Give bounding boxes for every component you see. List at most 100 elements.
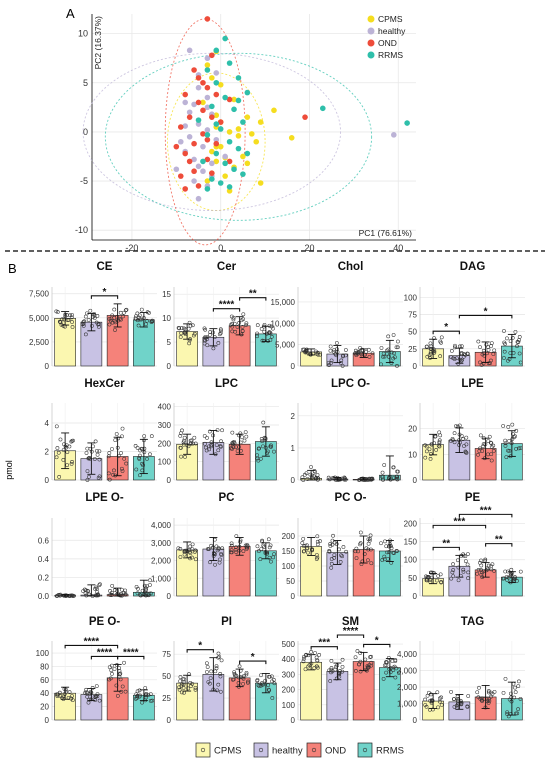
data-point	[487, 434, 492, 439]
data-point	[332, 553, 337, 557]
data-point	[424, 444, 429, 449]
data-point	[122, 660, 126, 665]
y-tick-label: 50	[408, 574, 417, 583]
data-point	[271, 326, 275, 331]
data-point	[303, 543, 308, 548]
data-point	[437, 430, 442, 435]
data-point	[270, 696, 275, 700]
pca-point-cpms	[213, 158, 220, 165]
pca-y-tick-label: -5	[80, 176, 88, 186]
pca-point-healthy	[213, 70, 220, 76]
subplot-lpe-o-: 0.0 0.2 0.4 0.6 LPE O-	[38, 492, 157, 601]
panel-b-label: B	[8, 261, 17, 276]
significance-bracket	[336, 634, 365, 638]
pca-point-ond	[200, 107, 206, 114]
data-point	[150, 698, 155, 703]
y-tick-label: 0	[167, 476, 172, 485]
data-point	[97, 474, 102, 479]
pca-point-rrms	[204, 132, 211, 138]
data-point	[178, 434, 183, 438]
data-point	[149, 320, 154, 324]
data-point	[423, 703, 428, 707]
data-point	[84, 687, 88, 692]
data-point	[460, 357, 465, 362]
data-point	[190, 323, 195, 328]
data-point	[113, 328, 117, 332]
data-point	[339, 358, 344, 363]
significance-label: ****	[343, 626, 359, 637]
data-point	[244, 547, 249, 551]
data-point	[84, 451, 89, 455]
pca-legend-label-healthy: healthy	[378, 26, 406, 36]
data-point	[503, 569, 508, 574]
data-point	[124, 307, 129, 312]
data-point	[107, 477, 112, 482]
data-point	[134, 317, 138, 322]
data-point	[466, 576, 470, 581]
pca-point-rrms	[213, 150, 220, 157]
data-point	[475, 690, 480, 695]
data-point	[449, 689, 453, 694]
data-point	[120, 434, 124, 439]
data-point	[62, 317, 66, 322]
subplot-title: Chol	[338, 261, 364, 273]
y-tick-label: 0	[45, 716, 50, 725]
data-point	[137, 694, 142, 699]
pca-point-rrms	[217, 126, 224, 132]
data-point	[241, 681, 245, 686]
data-point	[437, 440, 442, 444]
data-point	[70, 320, 74, 324]
pca-point-rrms	[235, 145, 242, 152]
data-point	[518, 569, 523, 574]
data-point	[451, 697, 456, 701]
data-point	[218, 444, 223, 449]
data-point	[85, 446, 90, 451]
data-point	[380, 558, 385, 562]
data-point	[340, 554, 345, 559]
data-point	[459, 352, 464, 356]
pca-point-cpms	[222, 173, 228, 179]
data-point	[463, 450, 468, 455]
data-point	[256, 549, 261, 554]
data-point	[301, 478, 306, 482]
data-point	[517, 351, 522, 356]
data-point	[149, 434, 154, 439]
data-point	[181, 677, 185, 681]
pca-point-healthy	[191, 156, 197, 163]
data-point	[60, 317, 65, 322]
data-point	[94, 320, 99, 325]
data-point	[257, 446, 261, 451]
pca-point-ond	[186, 158, 193, 165]
data-point	[451, 562, 455, 567]
data-point	[439, 340, 443, 345]
data-point	[110, 672, 114, 676]
data-point	[461, 437, 465, 442]
y-tick-label: 0	[413, 476, 418, 485]
y-tick-label: 75	[162, 650, 171, 659]
data-point	[337, 547, 341, 552]
data-point	[217, 560, 222, 565]
data-point	[342, 475, 347, 480]
data-point	[311, 474, 316, 479]
data-point	[329, 666, 334, 670]
data-point	[486, 361, 491, 366]
data-point	[502, 356, 506, 360]
data-point	[95, 452, 100, 457]
data-point	[425, 693, 430, 698]
data-point	[120, 426, 125, 431]
data-point	[306, 653, 311, 658]
y-tick-label: 2	[291, 412, 296, 421]
data-point	[480, 570, 485, 575]
data-point	[462, 444, 466, 448]
pca-legend-marker-cpms	[367, 15, 375, 23]
data-point	[137, 592, 142, 597]
data-point	[423, 455, 428, 460]
pca-point-ond	[213, 91, 220, 98]
data-point	[315, 542, 320, 547]
data-point	[454, 703, 459, 708]
data-point	[187, 548, 192, 552]
data-point	[135, 689, 140, 694]
data-point	[216, 682, 221, 687]
data-point	[192, 435, 197, 440]
pca-point-cpms	[204, 62, 211, 68]
